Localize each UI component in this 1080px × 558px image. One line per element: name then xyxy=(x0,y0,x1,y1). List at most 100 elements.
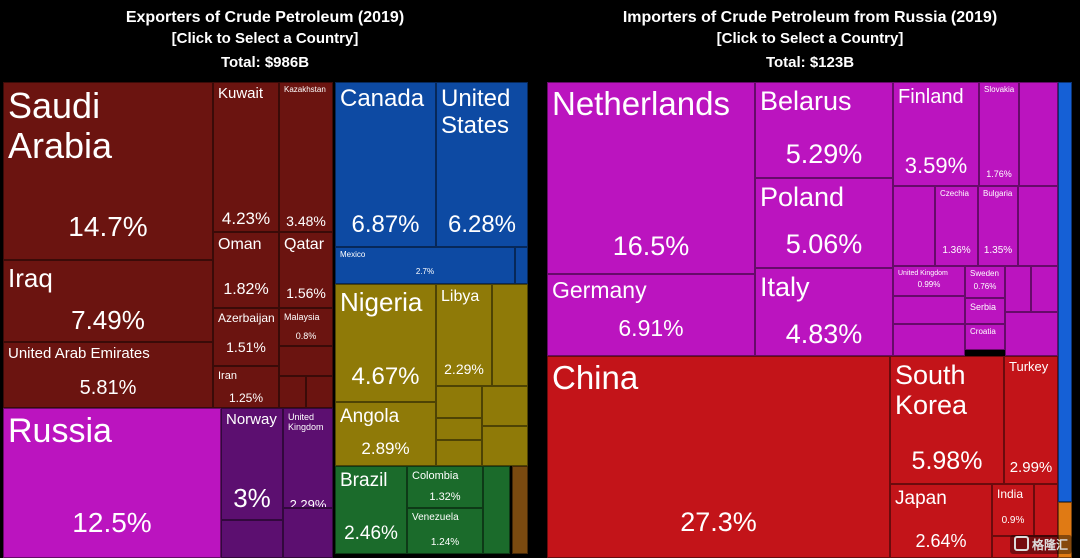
tile-label: Netherlands xyxy=(552,85,730,122)
importer-tile-sweden[interactable]: Sweden 0.76% xyxy=(965,266,1005,298)
importer-tile-croatia[interactable]: Croatia xyxy=(965,324,1005,350)
tile-label: Angola xyxy=(340,406,400,427)
tile-value: 2.89% xyxy=(361,439,410,458)
tile-label: Finland xyxy=(898,86,964,108)
left-chart-subtitle[interactable]: [Click to Select a Country] xyxy=(171,30,359,47)
importer-minor-tile[interactable] xyxy=(1005,312,1058,356)
exporter-minor-tile[interactable] xyxy=(515,247,528,284)
exporter-minor-tile[interactable] xyxy=(483,466,510,554)
tile-value: 6.91% xyxy=(618,315,684,341)
importer-minor-tile[interactable] xyxy=(1058,82,1072,502)
importer-tile-bulgaria[interactable]: Bulgaria 1.35% xyxy=(978,186,1018,266)
watermark-logo-icon xyxy=(1013,536,1029,551)
tile-value: 1.82% xyxy=(223,281,269,298)
importer-minor-tile[interactable] xyxy=(893,324,965,356)
tile-label: Nigeria xyxy=(340,287,423,317)
exporter-minor-tile[interactable] xyxy=(279,376,306,408)
exporter-tile-kuwait[interactable]: Kuwait 4.23% xyxy=(213,82,279,232)
exporter-tile-iraq[interactable]: Iraq 7.49% xyxy=(3,260,213,342)
tile-value: 4.67% xyxy=(351,363,420,390)
importer-minor-tile[interactable] xyxy=(1034,484,1058,536)
tile-value: 6.28% xyxy=(447,211,517,238)
importer-minor-tile[interactable] xyxy=(1019,82,1058,186)
tile-label: United Arab Emirates xyxy=(8,345,150,362)
importer-tile-belarus[interactable]: Belarus 5.29% xyxy=(755,82,893,178)
exporter-minor-tile[interactable] xyxy=(436,440,482,466)
tile-value: 4.23% xyxy=(221,209,271,228)
tile-value: 6.87% xyxy=(351,211,420,238)
importer-tile-japan[interactable]: Japan 2.64% xyxy=(890,484,992,558)
importer-tile-serbia[interactable]: Serbia xyxy=(965,298,1005,324)
importer-tile-slovakia[interactable]: Slovakia 1.76% xyxy=(979,82,1019,186)
exporter-tile-russia[interactable]: Russia 12.5% xyxy=(3,408,221,558)
importer-minor-tile[interactable] xyxy=(1031,266,1058,312)
importer-tile-netherlands[interactable]: Netherlands 16.5% xyxy=(547,82,755,274)
tile-value: 2.7% xyxy=(415,267,435,276)
exporter-minor-tile[interactable] xyxy=(283,508,333,558)
exporter-tile-united-arab-emirates[interactable]: United Arab Emirates 5.81% xyxy=(3,342,213,408)
exporter-tile-venezuela[interactable]: Venezuela 1.24% xyxy=(407,508,483,554)
exporter-minor-tile[interactable] xyxy=(492,284,528,386)
importer-tile-italy[interactable]: Italy 4.83% xyxy=(755,268,893,356)
importer-tile-united-kingdom[interactable]: United Kingdom 0.99% xyxy=(893,266,965,296)
tile-label: Russia xyxy=(8,412,112,450)
exporter-minor-tile[interactable] xyxy=(512,466,528,554)
tile-label: Oman xyxy=(218,236,262,253)
exporter-minor-tile[interactable] xyxy=(482,386,528,426)
exporter-tile-oman[interactable]: Oman 1.82% xyxy=(213,232,279,308)
tile-label: Canada xyxy=(340,85,425,112)
importer-minor-tile[interactable] xyxy=(893,296,965,324)
tile-value: 5.81% xyxy=(79,377,137,399)
exporter-tile-qatar[interactable]: Qatar 1.56% xyxy=(279,232,333,308)
tile-value: 2.29% xyxy=(289,497,327,508)
exporter-tile-united-kingdom[interactable]: United Kingdom 2.29% xyxy=(283,408,333,508)
exporter-minor-tile[interactable] xyxy=(482,426,528,466)
tile-label: Azerbaijan xyxy=(218,311,275,325)
exporter-tile-iran[interactable]: Iran 1.25% xyxy=(213,366,279,408)
exporter-minor-tile[interactable] xyxy=(279,346,333,376)
exporter-tile-saudi-arabia[interactable]: Saudi Arabia 14.7% xyxy=(3,82,213,260)
importer-minor-tile[interactable] xyxy=(893,186,935,266)
exporter-minor-tile[interactable] xyxy=(221,520,283,558)
tile-value: 4.83% xyxy=(785,319,863,349)
importer-minor-tile[interactable] xyxy=(1018,186,1058,266)
exporter-tile-norway[interactable]: Norway 3% xyxy=(221,408,283,520)
importer-tile-south-korea[interactable]: South Korea 5.98% xyxy=(890,356,1004,484)
tile-label: Iran xyxy=(218,370,237,382)
importer-tile-poland[interactable]: Poland 5.06% xyxy=(755,178,893,268)
tile-value: 0.76% xyxy=(973,282,997,291)
tile-value: 5.06% xyxy=(785,229,863,259)
importer-tile-czechia[interactable]: Czechia 1.36% xyxy=(935,186,978,266)
importer-tile-finland[interactable]: Finland 3.59% xyxy=(893,82,979,186)
tile-label: Poland xyxy=(760,182,845,212)
tile-value: 5.29% xyxy=(785,139,863,169)
exporter-tile-brazil[interactable]: Brazil 2.46% xyxy=(335,466,407,554)
exporter-tile-libya[interactable]: Libya 2.29% xyxy=(436,284,492,386)
exporter-minor-tile[interactable] xyxy=(436,418,482,440)
exporter-tile-colombia[interactable]: Colombia 1.32% xyxy=(407,466,483,508)
exporter-tile-mexico[interactable]: Mexico 2.7% xyxy=(335,247,515,284)
importer-minor-tile[interactable] xyxy=(1005,266,1031,312)
importer-tile-turkey[interactable]: Turkey 2.99% xyxy=(1004,356,1058,484)
tile-label: India xyxy=(997,487,1024,501)
exporter-tile-nigeria[interactable]: Nigeria 4.67% xyxy=(335,284,436,402)
exporter-tile-canada[interactable]: Canada 6.87% xyxy=(335,82,436,247)
tile-value: 1.36% xyxy=(942,245,971,256)
importer-tile-china[interactable]: China 27.3% xyxy=(547,356,890,558)
exporter-tile-kazakhstan[interactable]: Kazakhstan 3.48% xyxy=(279,82,333,232)
importer-tile-germany[interactable]: Germany 6.91% xyxy=(547,274,755,356)
exporter-tile-united-states[interactable]: United States 6.28% xyxy=(436,82,528,247)
right-chart-subtitle[interactable]: [Click to Select a Country] xyxy=(716,30,904,47)
exporter-minor-tile[interactable] xyxy=(436,386,482,418)
exporter-tile-azerbaijan[interactable]: Azerbaijan 1.51% xyxy=(213,308,279,366)
watermark: 格隆汇 xyxy=(1009,535,1072,554)
exporters-treemap: Saudi Arabia 14.7% Iraq 7.49% United Arab Em… xyxy=(0,82,532,558)
tile-label: South Korea xyxy=(895,360,968,421)
exporter-tile-malaysia[interactable]: Malaysia 0.8% xyxy=(279,308,333,346)
importers-treemap: Netherlands 16.5% Belarus 5.29% Poland 5.06% G… xyxy=(544,82,1080,558)
importer-tile-india[interactable]: India 0.9% xyxy=(992,484,1034,536)
tile-label: Slovakia xyxy=(984,85,1015,94)
tile-value: 0.9% xyxy=(1001,515,1025,526)
exporter-minor-tile[interactable] xyxy=(306,376,333,408)
exporter-tile-angola[interactable]: Angola 2.89% xyxy=(335,402,436,466)
